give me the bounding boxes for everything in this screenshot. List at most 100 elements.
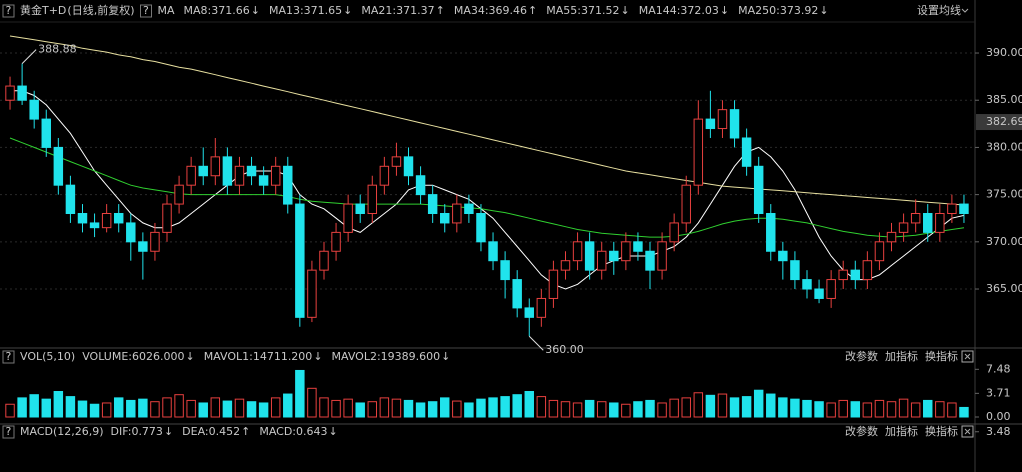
panel-title: 黄金T+D [20,3,66,17]
candle-body [802,279,812,290]
candle-body [790,260,800,281]
legend-entry: MA55:371.52 [546,4,619,17]
legend-arrow: ↓ [819,4,828,17]
candle-body [814,288,824,299]
candle-body [500,260,510,281]
volume-bar [367,401,378,418]
price-marker [976,114,1022,131]
volume-bar [5,403,15,418]
volume-bar [741,396,752,418]
panel-button[interactable]: 加指标 [885,349,918,363]
volume-bar [886,401,897,418]
panel-button[interactable]: 加指标 [885,424,918,438]
volume-bar [596,401,607,418]
panel-button[interactable]: 换指标 [925,424,958,438]
y-tick-label: 365.00 [986,282,1022,295]
settings-button[interactable]: 设置均线 [917,3,961,17]
volume-bar [246,401,257,418]
candle-body [681,184,691,224]
candle-body [766,213,776,252]
candle-body [77,213,88,224]
candle-body [657,241,667,271]
candle-body [198,165,208,177]
volume-bar [488,397,498,418]
panel-button[interactable]: 改参数 [845,424,878,438]
candle-body [150,231,160,252]
volume-bar [270,397,281,418]
candle-body [403,156,414,177]
help-icon[interactable]: ? [143,4,149,17]
volume-bar [234,398,245,418]
volume-bar [440,397,450,418]
candle-body [705,118,716,130]
volume-bar [778,397,788,418]
candle-body [41,118,51,148]
panel-title: MACD(12,26,9) [20,425,104,438]
panel-title: VOL(5,10) [20,350,75,363]
close-icon[interactable] [961,350,974,363]
candle-body [536,297,547,318]
volume-bar [705,394,716,418]
panel-button[interactable]: 换指标 [925,349,958,363]
volume-bar [790,398,800,418]
candle-body [29,99,39,120]
candle-body [162,203,172,233]
volume-bar [766,393,776,418]
candle-body [596,250,607,271]
help-box[interactable] [2,425,15,439]
candle-body [753,165,764,215]
volume-bar [343,398,353,418]
ma-line [9,35,965,206]
candle-body [222,156,233,186]
annotation: 360.00 [545,343,584,356]
candle-body [17,85,27,101]
annotation-leader [21,49,37,64]
candle-body [440,213,450,224]
volume-bar [452,400,462,418]
legend-arrow: ↑ [436,4,445,17]
candle-body [89,222,100,229]
candle-body [113,213,124,224]
help-icon[interactable]: ? [6,350,12,363]
help-icon[interactable]: ? [6,425,12,438]
candle-body [319,250,329,271]
candle-body [53,146,64,186]
y-tick-label: 7.48 [986,362,1011,375]
y-tick-label: 3.48 [986,425,1011,438]
legend-arrow: ↓ [329,425,338,438]
candle-body [633,241,643,252]
volume-bar [295,369,305,418]
candle-body [548,269,559,299]
volume-bar [512,394,522,418]
legend-entry: MA34:369.46 [454,4,527,17]
volume-bar [838,399,848,418]
candle-body [850,269,861,281]
help-box[interactable] [140,4,152,18]
volume-bar [910,402,921,418]
help-box[interactable] [2,350,15,364]
panel-button[interactable]: 改参数 [845,349,878,363]
y-tick-label: 370.00 [986,235,1022,248]
candle-body [476,213,486,243]
volume-bar [29,394,39,418]
help-icon[interactable]: ? [6,4,12,17]
volume-bar [898,398,909,418]
volume-bar [645,399,655,418]
candle-body [331,231,341,252]
volume-bar [669,398,679,418]
candle-body [234,165,245,186]
close-icon[interactable] [961,425,974,438]
volume-bar [403,399,414,418]
volume-bar [633,401,643,418]
legend-arrow: ↓ [620,4,629,17]
y-tick-label: 0.00 [986,410,1011,423]
candle-body [5,85,15,101]
volume-bar [609,402,619,418]
volume-bar [814,401,824,418]
candle-body [609,250,619,262]
help-box[interactable] [2,4,15,18]
candle-body [270,165,281,186]
volume-bar [113,397,124,418]
